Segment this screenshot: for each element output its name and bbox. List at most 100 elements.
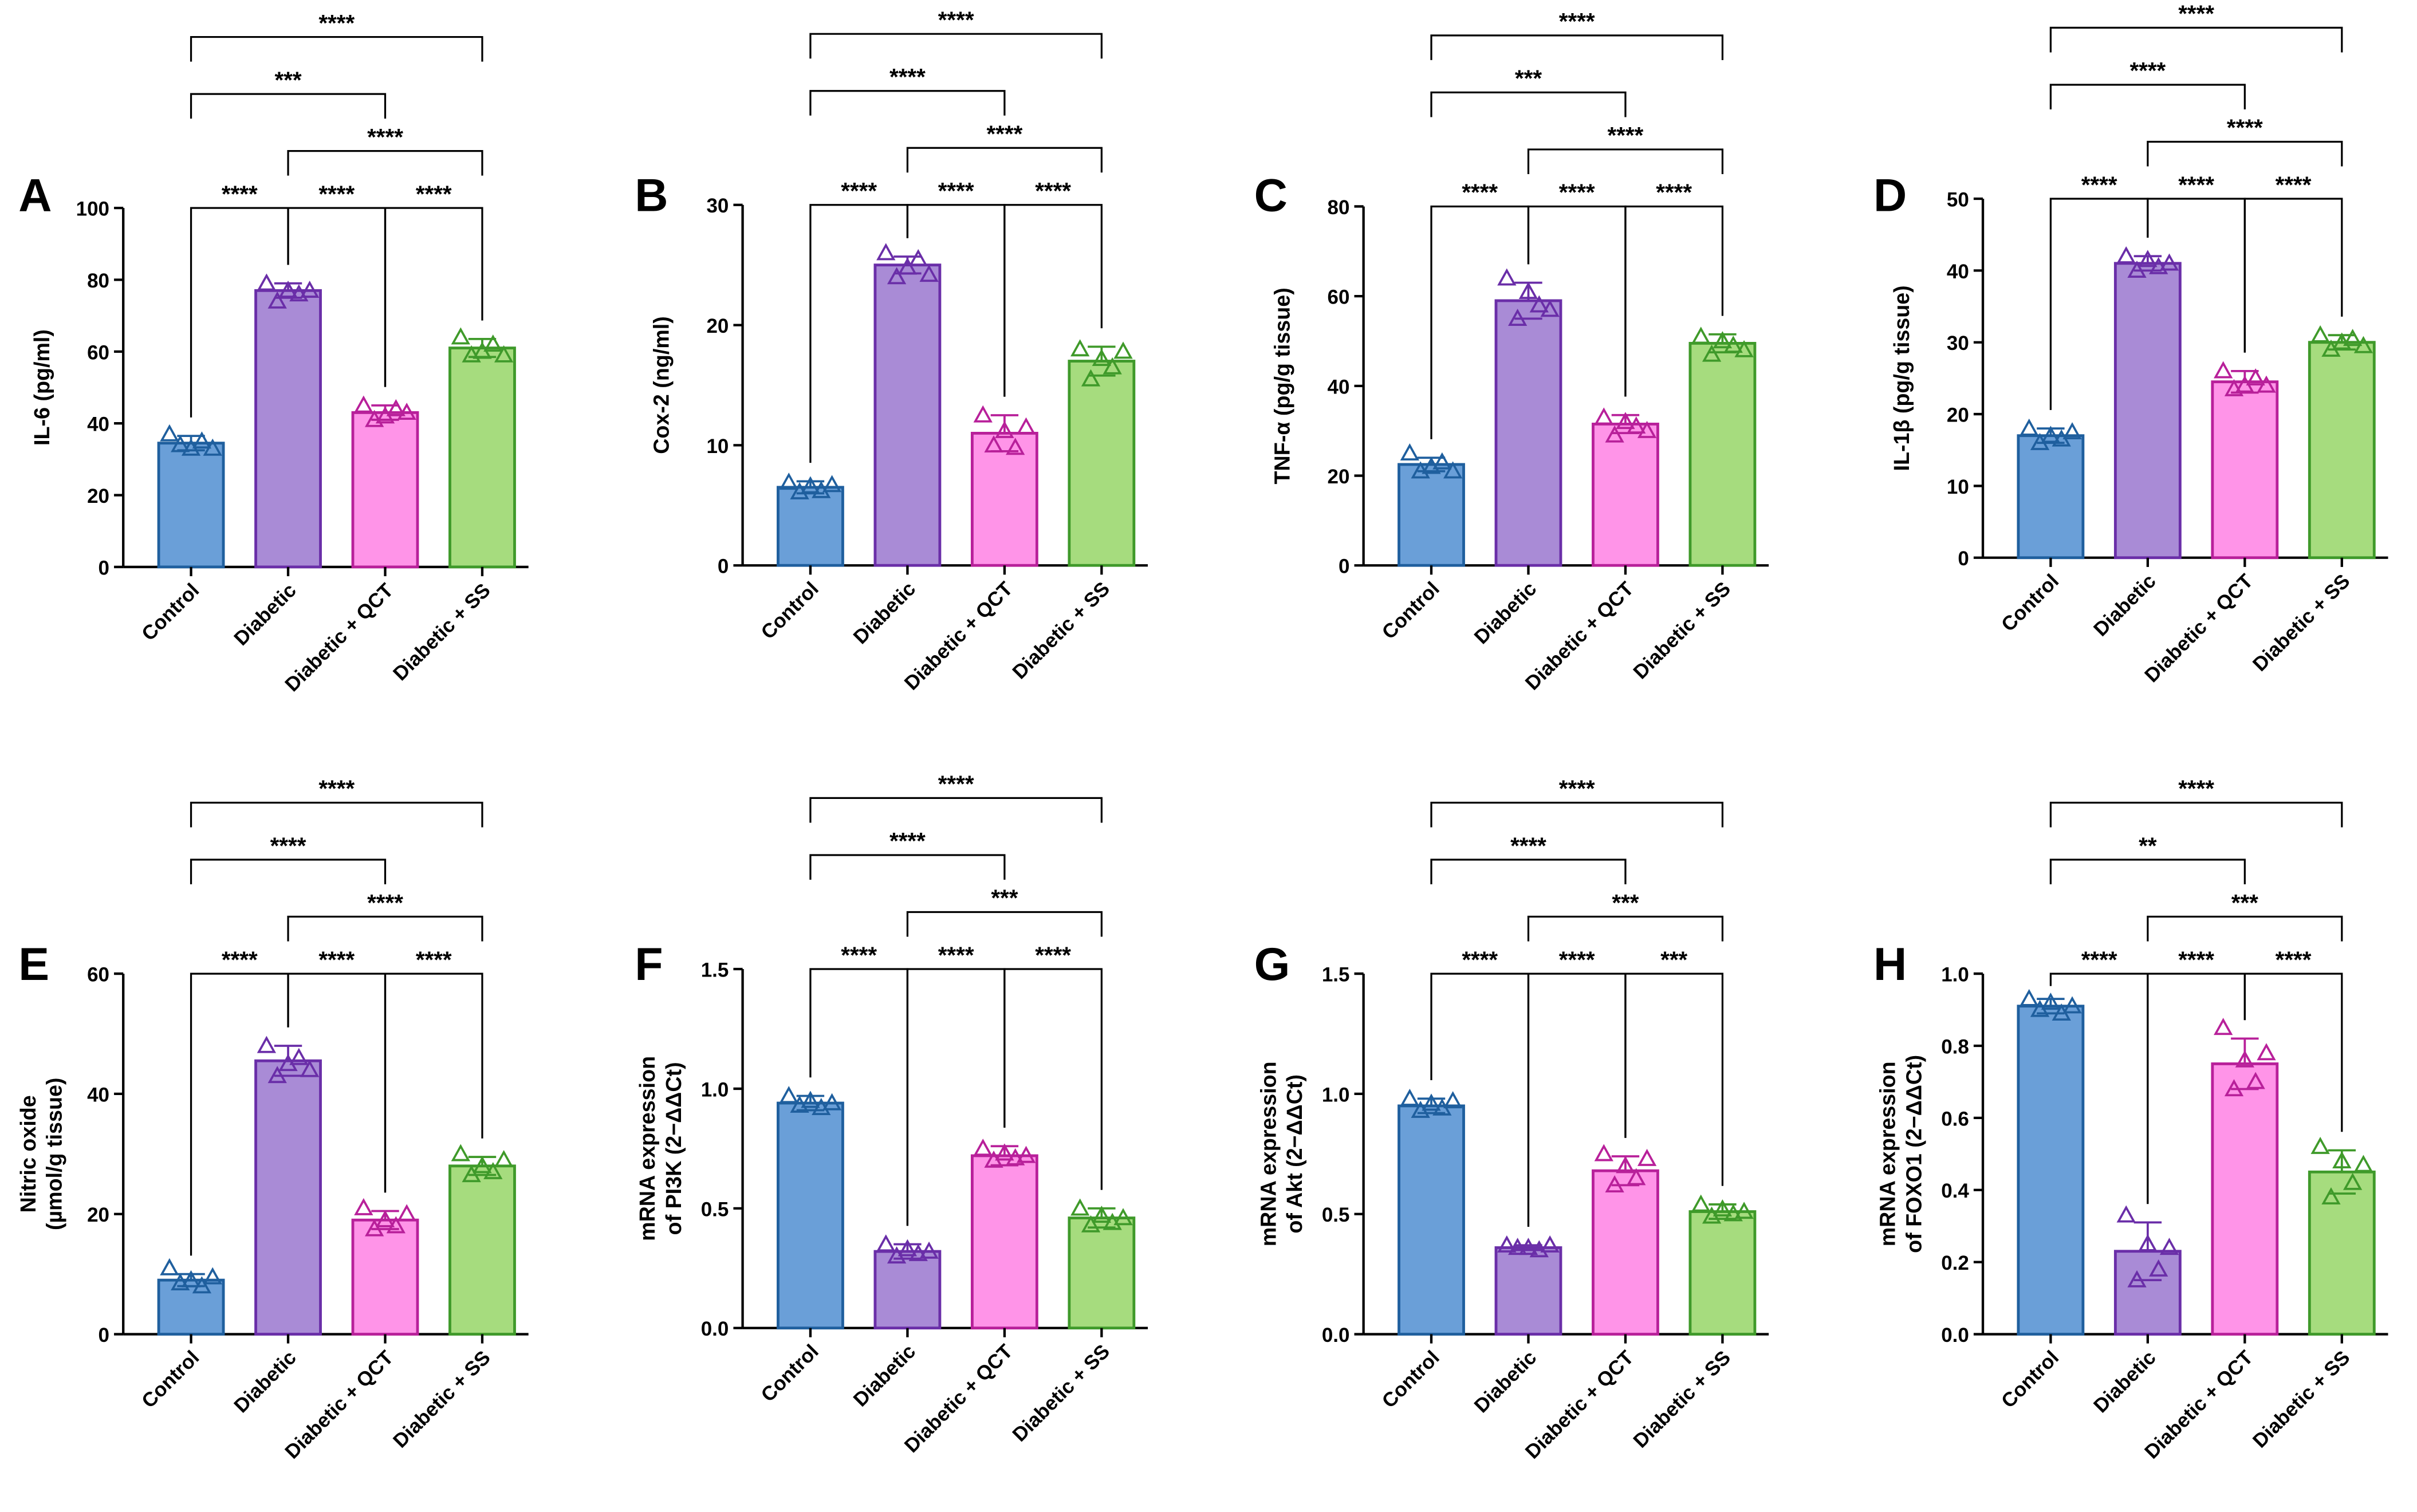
y-tick-label: 30 [706, 195, 729, 217]
y-axis-label: mRNA expression [1876, 1061, 1900, 1246]
data-point [822, 475, 842, 493]
bar [1494, 299, 1562, 567]
data-point [1691, 1194, 1711, 1212]
significance-label: **** [841, 178, 877, 204]
significance-label: **** [2178, 946, 2214, 972]
significance-label: **** [367, 124, 403, 150]
data-point [2246, 1072, 2265, 1089]
bar [970, 432, 1038, 567]
data-point [919, 1241, 939, 1259]
y-axis-label: of FOXO1 (2−ΔΔCt) [1902, 1055, 1926, 1253]
significance-bracket [2049, 26, 2343, 53]
y-axis-label: mRNA expression [635, 1056, 659, 1241]
bar [2017, 434, 2085, 560]
significance-label: **** [2081, 171, 2117, 198]
x-tick-label: Control [757, 1340, 822, 1406]
significance-label: **** [2178, 1, 2214, 27]
significance-label: **** [986, 120, 1022, 147]
data-point [2353, 1155, 2373, 1172]
panel-label: B [635, 170, 668, 222]
data-point [1092, 1206, 1112, 1223]
significance-bracket [809, 854, 1006, 880]
data-point [1518, 281, 1538, 299]
y-tick-label: 20 [706, 315, 729, 337]
data-point [462, 1165, 481, 1183]
data-point [2116, 246, 2136, 263]
significance-label: **** [318, 180, 355, 207]
data-point [483, 1161, 503, 1179]
y-tick-label: 1.5 [1322, 964, 1350, 986]
data-point [1006, 438, 1025, 455]
significance-label: **** [1656, 179, 1692, 206]
data-point [887, 267, 907, 285]
data-point [473, 1156, 492, 1174]
data-point [1627, 1168, 1646, 1186]
y-tick-label: 1.5 [701, 959, 729, 981]
significance-label: **** [938, 942, 974, 968]
data-point [386, 1216, 406, 1234]
data-point [1081, 1215, 1101, 1233]
data-point [160, 1258, 179, 1275]
significance-label: **** [1462, 179, 1498, 206]
significance-bracket [1003, 204, 1103, 397]
y-tick-label: 0 [1958, 548, 1969, 570]
bar [777, 1101, 844, 1330]
data-point [1443, 1091, 1463, 1109]
significance-bracket [1527, 148, 1724, 174]
significance-label: **** [889, 64, 926, 90]
significance-label: **** [1559, 775, 1595, 802]
bar [2308, 341, 2376, 560]
data-point [2321, 1187, 2341, 1204]
y-tick-label: 80 [87, 270, 109, 292]
data-point [171, 435, 190, 452]
y-axis-label: IL-6 (pg/ml) [30, 329, 54, 446]
data-point [171, 1273, 190, 1291]
y-tick-label: 20 [87, 1204, 109, 1226]
bar [2211, 380, 2279, 560]
bar [351, 411, 419, 569]
x-tick-label: Diabetic [1470, 1346, 1541, 1418]
y-axis-label: of Akt (2−ΔΔCt) [1282, 1074, 1306, 1234]
data-point [1627, 416, 1646, 434]
significance-bracket [190, 36, 483, 62]
y-tick-label: 10 [1947, 476, 1969, 498]
significance-bracket [2049, 84, 2246, 109]
y-tick-label: 1.0 [1322, 1084, 1350, 1106]
data-point [1702, 344, 1722, 362]
significance-bracket [1624, 972, 1724, 1186]
significance-bracket [190, 801, 483, 828]
data-point [397, 403, 416, 420]
y-axis-label: of PI3K (2−ΔΔCt) [662, 1062, 686, 1235]
x-tick-label: Diabetic [2089, 570, 2160, 641]
significance-label: **** [2178, 171, 2214, 198]
significance-bracket [2243, 972, 2343, 1132]
significance-label: **** [1035, 942, 1071, 968]
y-tick-label: 60 [87, 341, 109, 364]
x-tick-label: Diabetic + SS [389, 1346, 495, 1452]
bar [1068, 360, 1136, 567]
bar [1398, 463, 1465, 567]
y-tick-label: 10 [706, 435, 729, 458]
data-point [2246, 368, 2265, 386]
data-point [1713, 331, 1733, 349]
data-point [2343, 329, 2363, 346]
data-point [1422, 1093, 1441, 1111]
y-tick-label: 40 [87, 414, 109, 436]
data-point [1400, 443, 1420, 461]
data-point [1443, 461, 1463, 479]
data-point [2159, 253, 2179, 271]
data-point [2127, 261, 2147, 278]
significance-label: **** [416, 180, 452, 207]
y-tick-label: 0.6 [1941, 1108, 1969, 1130]
significance-label: **** [2178, 775, 2214, 802]
bar [448, 346, 516, 569]
data-point [1540, 300, 1560, 317]
significance-label: **** [2081, 946, 2117, 972]
significance-bracket [809, 797, 1103, 823]
data-point [494, 1149, 514, 1167]
significance-bracket [384, 207, 483, 387]
significance-bracket [906, 147, 1103, 173]
data-point [897, 1239, 918, 1257]
bar [873, 263, 942, 567]
data-point [1529, 295, 1549, 313]
